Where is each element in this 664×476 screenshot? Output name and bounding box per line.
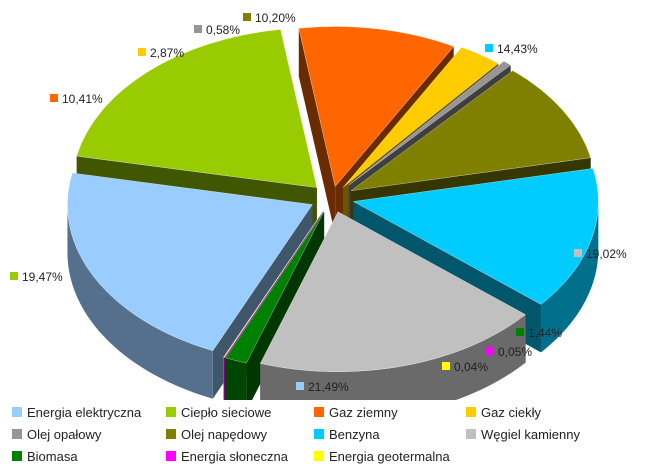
legend-label: Węgiel kamienny [481, 426, 580, 442]
data-label-11: 0,04% [454, 360, 488, 374]
legend-swatch [12, 451, 22, 461]
legend-label: Benzyna [329, 426, 380, 442]
data-labels: 21,49% 19,47% 10,41% 2,87% 0,58% 10,20% 14,43%… [10, 11, 627, 394]
legend: Energia elektryczna Ciepło sieciowe Gaz zi… [10, 402, 660, 472]
pie-tops [67, 26, 599, 372]
legend-swatch [466, 429, 476, 439]
legend-label: Energia słoneczna [181, 448, 288, 464]
data-label-10: 0,05% [498, 345, 532, 359]
legend-item-10: Energia słoneczna [166, 446, 288, 466]
data-label-marker-9 [516, 328, 524, 336]
legend-label: Gaz ziemny [329, 404, 398, 420]
pie-outer-wall-11-1 [223, 357, 224, 400]
data-label-1: 21,49% [308, 380, 349, 394]
data-label-marker-11 [442, 362, 450, 370]
data-label-5: 0,58% [206, 23, 240, 37]
legend-item-9: Biomasa [12, 446, 78, 466]
pie-slice-7 [352, 168, 599, 305]
pie-slice-2 [76, 29, 318, 188]
pie-outer-wall-8-1 [260, 314, 526, 400]
data-label-marker-5 [194, 25, 202, 33]
legend-swatch [12, 407, 22, 417]
pie-slice-5 [348, 61, 511, 186]
legend-item-3: Gaz ziemny [314, 402, 398, 422]
legend-swatch [314, 451, 324, 461]
data-label-marker-10 [486, 347, 494, 355]
legend-swatch [12, 429, 22, 439]
legend-item-11: Energia geotermalna [314, 446, 450, 466]
pie-chart: 21,49% 19,47% 10,41% 2,87% 0,58% 10,20% 14,43%… [10, 11, 627, 400]
legend-label: Gaz ciekły [481, 404, 541, 420]
pie-slice-6 [350, 70, 591, 191]
legend-item-8: Węgiel kamienny [466, 424, 580, 444]
legend-item-5: Olej opałowy [12, 424, 101, 444]
legend-label: Biomasa [27, 448, 78, 464]
legend-swatch [466, 407, 476, 417]
data-label-marker-7 [485, 44, 493, 52]
data-label-marker-1 [296, 382, 304, 390]
pie-slice-4 [343, 47, 499, 188]
legend-label: Ciepło sieciowe [181, 404, 272, 420]
legend-swatch [166, 407, 176, 417]
pie-outer-wall-9-1 [225, 357, 247, 400]
pie-slice-3 [298, 26, 454, 187]
legend-swatch [166, 429, 176, 439]
pie-slice-9 [225, 211, 325, 364]
data-label-2: 19,47% [22, 270, 63, 284]
data-label-marker-3 [50, 94, 58, 102]
data-label-7: 14,43% [497, 42, 538, 56]
data-label-3: 10,41% [62, 92, 103, 106]
data-label-9: 1,44% [528, 326, 562, 340]
legend-label: Energia elektryczna [27, 404, 142, 420]
legend-swatch [166, 451, 176, 461]
legend-item-2: Ciepło sieciowe [166, 402, 271, 422]
legend-label: Olej napędowy [181, 426, 267, 442]
data-label-8: 19,02% [586, 247, 627, 261]
legend-label: Energia geotermalna [329, 448, 450, 464]
pie-slice-1 [67, 172, 313, 351]
pie-outer-wall-1-1 [67, 204, 213, 399]
pie-wall-3-1 [298, 28, 336, 235]
data-label-6: 10,20% [255, 11, 296, 25]
data-label-4: 2,87% [150, 46, 184, 60]
data-label-marker-6 [243, 13, 251, 21]
data-label-marker-2 [10, 272, 18, 280]
pie-slice-8 [260, 211, 526, 372]
legend-swatch [314, 407, 324, 417]
legend-item-6: Olej napędowy [166, 424, 267, 444]
pie-outer-wall-10-1 [224, 357, 225, 400]
legend-item-4: Gaz ciekły [466, 402, 541, 422]
pie-slice-11 [223, 210, 324, 358]
legend-swatch [314, 429, 324, 439]
data-label-marker-4 [138, 48, 146, 56]
legend-item-7: Benzyna [314, 424, 380, 444]
legend-label: Olej opałowy [27, 426, 102, 442]
legend-item-1: Energia elektryczna [12, 402, 141, 422]
data-label-marker-8 [574, 249, 582, 257]
